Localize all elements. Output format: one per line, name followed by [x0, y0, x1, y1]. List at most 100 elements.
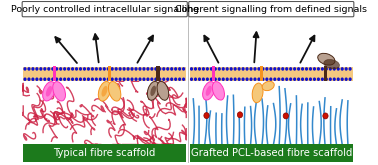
- Circle shape: [79, 67, 82, 71]
- Circle shape: [122, 67, 126, 71]
- Circle shape: [107, 67, 110, 71]
- Circle shape: [194, 77, 197, 81]
- Circle shape: [261, 67, 265, 71]
- Circle shape: [257, 67, 260, 71]
- Circle shape: [273, 67, 276, 71]
- Circle shape: [23, 67, 26, 71]
- Circle shape: [202, 67, 205, 71]
- Ellipse shape: [206, 86, 212, 96]
- Circle shape: [178, 77, 181, 81]
- Circle shape: [325, 77, 328, 81]
- Circle shape: [83, 67, 86, 71]
- Circle shape: [135, 67, 138, 71]
- Circle shape: [317, 67, 320, 71]
- Circle shape: [122, 77, 126, 81]
- Circle shape: [313, 77, 316, 81]
- Circle shape: [249, 77, 253, 81]
- Circle shape: [341, 67, 344, 71]
- Ellipse shape: [101, 86, 107, 97]
- Circle shape: [71, 67, 74, 71]
- Circle shape: [135, 77, 138, 81]
- Circle shape: [31, 77, 34, 81]
- Circle shape: [289, 67, 292, 71]
- Circle shape: [277, 67, 280, 71]
- Circle shape: [245, 67, 249, 71]
- Circle shape: [204, 113, 209, 118]
- Circle shape: [253, 67, 257, 71]
- Circle shape: [214, 67, 217, 71]
- Bar: [260, 66, 263, 81]
- Circle shape: [237, 67, 241, 71]
- Circle shape: [222, 67, 225, 71]
- Ellipse shape: [98, 82, 111, 101]
- Circle shape: [277, 77, 280, 81]
- Circle shape: [150, 77, 153, 81]
- Circle shape: [63, 67, 66, 71]
- Bar: [108, 66, 111, 81]
- Circle shape: [95, 77, 98, 81]
- Circle shape: [43, 67, 46, 71]
- Circle shape: [103, 77, 106, 81]
- Text: Coherent signalling from defined signals: Coherent signalling from defined signals: [175, 5, 367, 14]
- Circle shape: [51, 67, 54, 71]
- Bar: [53, 66, 56, 81]
- Ellipse shape: [252, 83, 263, 103]
- Circle shape: [249, 67, 253, 71]
- Circle shape: [305, 67, 308, 71]
- Circle shape: [301, 67, 304, 71]
- Circle shape: [329, 77, 332, 81]
- Circle shape: [67, 67, 70, 71]
- Circle shape: [309, 77, 312, 81]
- Circle shape: [190, 77, 193, 81]
- Circle shape: [162, 77, 165, 81]
- Circle shape: [150, 67, 153, 71]
- Circle shape: [174, 67, 177, 71]
- Circle shape: [285, 77, 288, 81]
- Circle shape: [158, 67, 161, 71]
- Circle shape: [55, 77, 58, 81]
- Bar: [23, 67, 186, 81]
- Circle shape: [333, 67, 336, 71]
- Circle shape: [283, 113, 288, 119]
- Circle shape: [55, 67, 58, 71]
- Ellipse shape: [147, 81, 159, 100]
- Ellipse shape: [46, 86, 52, 97]
- Circle shape: [218, 67, 221, 71]
- Circle shape: [67, 77, 70, 81]
- Circle shape: [130, 77, 134, 81]
- Circle shape: [130, 67, 134, 71]
- Circle shape: [95, 67, 98, 71]
- Circle shape: [91, 77, 94, 81]
- Bar: [156, 66, 160, 81]
- Circle shape: [31, 67, 34, 71]
- Text: Typical fibre scaffold: Typical fibre scaffold: [54, 148, 156, 158]
- Circle shape: [242, 67, 245, 71]
- Circle shape: [349, 77, 352, 81]
- Bar: [190, 145, 353, 162]
- Circle shape: [39, 77, 42, 81]
- Circle shape: [27, 77, 31, 81]
- Circle shape: [337, 67, 340, 71]
- Circle shape: [261, 77, 265, 81]
- Circle shape: [234, 67, 237, 71]
- Circle shape: [226, 77, 229, 81]
- Circle shape: [242, 77, 245, 81]
- Circle shape: [214, 77, 217, 81]
- Circle shape: [229, 67, 233, 71]
- Circle shape: [313, 67, 316, 71]
- Circle shape: [63, 77, 66, 81]
- Circle shape: [138, 77, 142, 81]
- Circle shape: [111, 77, 114, 81]
- Circle shape: [178, 67, 181, 71]
- Circle shape: [107, 77, 110, 81]
- Circle shape: [39, 67, 42, 71]
- Circle shape: [265, 67, 268, 71]
- Circle shape: [47, 77, 50, 81]
- Circle shape: [281, 77, 284, 81]
- Circle shape: [301, 77, 304, 81]
- Circle shape: [75, 67, 78, 71]
- Text: Poorly controlled intracellular signalling: Poorly controlled intracellular signalli…: [11, 5, 199, 14]
- Circle shape: [245, 77, 249, 81]
- Circle shape: [43, 77, 46, 81]
- Circle shape: [323, 113, 328, 119]
